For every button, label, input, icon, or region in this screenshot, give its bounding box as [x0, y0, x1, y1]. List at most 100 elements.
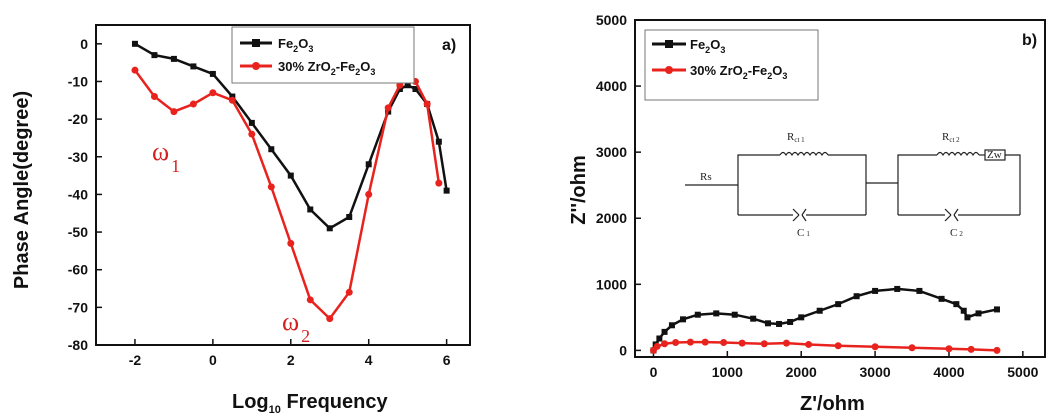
- circuit-block1-top-right: [828, 154, 867, 215]
- panel-a-point-30-zro2-fe2o3: [326, 315, 334, 323]
- panel-a-y-axis-title: Phase Angle(degree): [11, 91, 33, 289]
- panel-b-x-tick-label: 0: [650, 364, 658, 380]
- panel-a-y-tick-label: -60: [68, 262, 88, 278]
- panel-a-y-tick-label: -80: [68, 337, 88, 353]
- circuit-c1-plate-b: [801, 208, 807, 216]
- panel-a-point-30-zro2-fe2o3: [365, 190, 373, 198]
- circuit-c1-plate-a: [792, 208, 800, 216]
- panel-b-point-fe2o3: [731, 311, 738, 318]
- panel-b-point-30-zro2-fe2o3: [720, 338, 728, 346]
- panel-b-x-tick-label: 4000: [933, 364, 964, 380]
- panel-b-point-fe2o3: [798, 314, 805, 321]
- panel-a-point-30-zro2-fe2o3: [170, 108, 178, 116]
- panel-a-plot-frame: [95, 24, 471, 346]
- circuit-rct1-element: [779, 151, 829, 157]
- panel-a-x-tick-label: 6: [443, 352, 451, 368]
- panel-a-label: a): [442, 37, 456, 54]
- legend-marker-fe2o3: [252, 39, 260, 47]
- panel-a-point-fe2o3: [346, 214, 353, 220]
- panel-b-y-tick-label: 0: [619, 342, 627, 358]
- panel-b-point-fe2o3: [816, 307, 823, 314]
- circuit-label-rct2: Rct 2: [942, 131, 960, 144]
- panel-b-point-fe2o3: [656, 335, 663, 342]
- panel-a-y-tick-label: 0: [80, 36, 88, 52]
- panel-b-point-fe2o3: [853, 293, 860, 300]
- panel-b-point-fe2o3: [764, 320, 771, 327]
- circuit-block2-top-right: [1005, 154, 1021, 215]
- panel-a-x-axis-title: Log10 Frequency: [232, 391, 388, 416]
- legend-label-zro2-fe2o3: 30% ZrO2-Fe2O3: [278, 59, 375, 77]
- panel-b-point-30-zro2-fe2o3: [653, 342, 661, 350]
- panel-b-point-fe2o3: [787, 318, 794, 325]
- panel-b-x-tick-label: 5000: [1007, 364, 1038, 380]
- panel-b-point-fe2o3: [964, 314, 971, 321]
- panel-b-point-fe2o3: [776, 320, 783, 327]
- panel-a-y-tick-label: -20: [68, 111, 88, 127]
- circuit-block1-top-left: [737, 154, 780, 215]
- legend-marker-zro2-fe2o3-b: [665, 66, 673, 74]
- panel-b-point-30-zro2-fe2o3: [760, 340, 768, 348]
- panel-b-label: b): [1022, 32, 1037, 49]
- panel-a-point-fe2o3: [209, 70, 216, 77]
- panel-a-legend-box: [231, 26, 415, 84]
- legend-label-fe2o3-b: Fe2O3: [690, 37, 725, 55]
- panel-b-point-fe2o3: [960, 307, 967, 314]
- panel-a-point-30-zro2-fe2o3: [345, 288, 353, 296]
- circuit-block2-top-left: [897, 154, 937, 215]
- panel-b-point-30-zro2-fe2o3: [967, 345, 975, 353]
- panel-b-point-fe2o3: [993, 306, 1000, 313]
- panel-a-point-30-zro2-fe2o3: [248, 130, 256, 138]
- panel-b-x-axis-title: Z'/ohm: [800, 393, 865, 415]
- panel-b-point-30-zro2-fe2o3: [834, 342, 842, 350]
- panel-a-point-fe2o3: [435, 138, 442, 145]
- panel-a-point-30-zro2-fe2o3: [435, 179, 443, 187]
- legend-marker-fe2o3-b: [665, 40, 673, 48]
- circuit-rct2-element: [936, 151, 980, 157]
- circuit-c2-plate-b2: [953, 214, 959, 222]
- panel-a-point-fe2o3: [326, 225, 333, 232]
- panel-b-nyquist-chart: 0 1000 2000 3000 4000 5000 0 1000 2000 3000 4000 50…: [568, 12, 1046, 415]
- panel-b-x-tick-label: 3000: [860, 364, 891, 380]
- panel-a-point-30-zro2-fe2o3: [150, 93, 158, 101]
- panel-b-y-axis-title: Z''/ohm: [568, 155, 590, 225]
- panel-a-point-30-zro2-fe2o3: [131, 66, 139, 74]
- panel-b-point-fe2o3: [894, 285, 901, 292]
- circuit-c2-plate-a2: [944, 214, 952, 222]
- panel-a-point-30-zro2-fe2o3: [287, 239, 295, 247]
- panel-a-phase-angle-chart: -2 0 2 4 60-10-20-30-40-50-60-70-80 Fe2O3 30…: [11, 24, 471, 416]
- panel-b-legend: Fe2O3 30% ZrO2-Fe2O3: [644, 29, 819, 101]
- panel-a-x-tick-label: 0: [209, 352, 217, 368]
- legend-label-zro2-fe2o3-b: 30% ZrO2-Fe2O3: [690, 63, 787, 81]
- panel-b-point-30-zro2-fe2o3: [672, 338, 680, 346]
- panel-b-point-fe2o3: [668, 322, 675, 329]
- panel-a-point-fe2o3: [404, 82, 411, 89]
- legend-marker-zro2-fe2o3: [252, 62, 260, 70]
- panel-b-point-30-zro2-fe2o3: [661, 340, 669, 348]
- circuit-label-rs: Rs: [700, 171, 712, 183]
- panel-b-point-fe2o3: [953, 301, 960, 308]
- panel-b-plot-frame: [634, 19, 1046, 358]
- panel-b-y-tick-label: 5000: [596, 12, 627, 28]
- panel-a-point-30-zro2-fe2o3: [423, 100, 431, 108]
- panel-a-point-fe2o3: [190, 63, 197, 70]
- panel-a-point-fe2o3: [131, 40, 138, 47]
- panel-a-point-30-zro2-fe2o3: [267, 183, 275, 191]
- panel-a-point-30-zro2-fe2o3: [384, 104, 392, 112]
- panel-b-point-fe2o3: [835, 301, 842, 308]
- panel-b-y-tick-label: 3000: [596, 144, 627, 160]
- panel-a-point-fe2o3: [287, 172, 294, 179]
- panel-a-point-fe2o3: [412, 86, 419, 92]
- panel-a-x-tick-label: 4: [365, 352, 373, 368]
- panel-a-y-tick-label: -50: [68, 224, 88, 240]
- circuit-c2-plate-b: [953, 208, 959, 216]
- panel-a-point-30-zro2-fe2o3: [189, 100, 197, 108]
- panel-a-series-line-30-zro2-fe2o3: [133, 69, 441, 321]
- panel-b-point-30-zro2-fe2o3: [945, 345, 953, 353]
- panel-b-point-fe2o3: [938, 295, 945, 302]
- panel-a-point-30-zro2-fe2o3: [306, 296, 314, 304]
- panel-a-point-fe2o3: [229, 93, 236, 100]
- legend-label-fe2o3: Fe2O3: [278, 36, 313, 54]
